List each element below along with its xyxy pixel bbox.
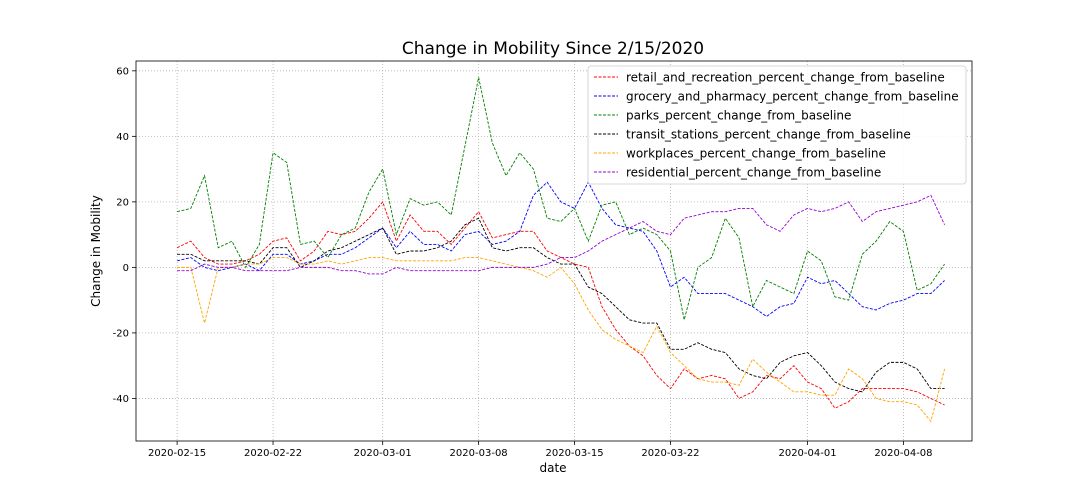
legend-box	[587, 65, 967, 185]
x-axis-label: date	[539, 461, 566, 475]
y-axis-label: Change in Mobility	[89, 195, 103, 307]
y-tick-label: -40	[113, 394, 129, 405]
x-tick-label: 2020-02-22	[244, 448, 302, 459]
series-line-0	[176, 200, 945, 409]
series-line-3	[177, 217, 945, 393]
grid-lines	[136, 61, 972, 441]
legend-label: residential_percent_change_from_baseline	[626, 166, 881, 180]
legend-label: retail_and_recreation_percent_change_fro…	[626, 71, 945, 85]
chart-legend: retail_and_recreation_percent_change_fro…	[587, 65, 967, 185]
y-tick-label: -20	[113, 328, 129, 339]
y-tick-label: 20	[116, 197, 129, 208]
y-tick-label: 60	[116, 66, 129, 77]
plot-area-frame	[135, 60, 973, 442]
x-tick-label: 2020-04-01	[778, 448, 836, 459]
x-tick-label: 2020-03-22	[641, 448, 699, 459]
series-line-1	[177, 181, 945, 318]
y-tick-label: 0	[123, 263, 129, 274]
legend-label: transit_stations_percent_change_from_bas…	[626, 128, 911, 142]
x-tick-label: 2020-04-08	[874, 448, 932, 459]
series-line-5	[177, 194, 945, 275]
y-tick-label: 40	[116, 132, 129, 143]
x-tick-label: 2020-03-08	[450, 448, 508, 459]
series-line-2	[177, 77, 945, 320]
x-tick-label: 2020-03-15	[545, 448, 603, 459]
x-axis-ticks: 2020-02-15 2020-02-22 2020-03-01 2020-03-08…	[148, 441, 933, 459]
legend-label: workplaces_percent_change_from_baseline	[626, 147, 886, 161]
series-line-4	[177, 257, 946, 423]
legend-label: parks_percent_change_from_baseline	[626, 109, 851, 123]
y-axis-ticks: -40 -20 0 20 40 60	[113, 66, 136, 405]
series-lines	[176, 77, 946, 423]
x-tick-label: 2020-03-01	[354, 448, 412, 459]
x-tick-label: 2020-02-15	[148, 448, 206, 459]
chart-title: Change in Mobility Since 2/15/2020	[402, 39, 704, 59]
legend-label: grocery_and_pharmacy_percent_change_from…	[626, 90, 959, 104]
